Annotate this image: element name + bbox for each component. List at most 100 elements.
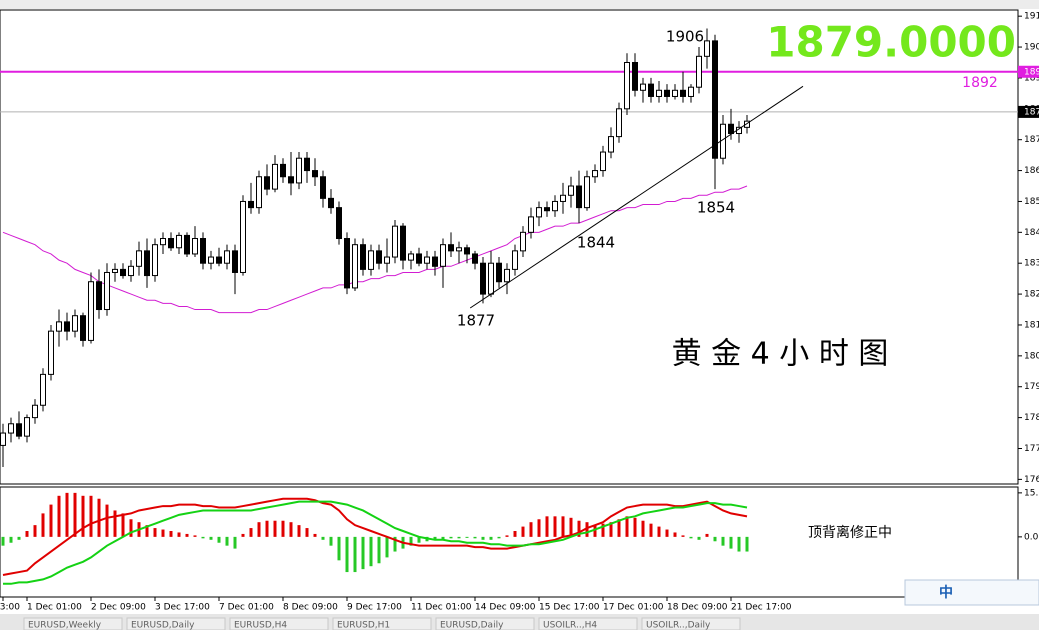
candle-body: [688, 86, 694, 97]
x-tick-label: 2 Dec 09:00: [91, 603, 146, 613]
histogram-bar: [41, 513, 45, 537]
candle-body: [584, 176, 590, 209]
tab: [641, 617, 741, 630]
candle-body: [120, 268, 126, 277]
histogram-bar: [345, 536, 349, 573]
histogram-bar: [297, 525, 301, 537]
candle-body: [64, 321, 70, 332]
candle-body: [16, 423, 22, 437]
histogram-bar: [49, 504, 53, 537]
histogram-bar: [409, 536, 413, 546]
x-tick-label: 1 Dec 01:00: [27, 603, 82, 613]
histogram-bar: [465, 536, 469, 538]
candle-body: [496, 262, 502, 283]
candle-body: [456, 247, 462, 252]
histogram-bar: [25, 531, 29, 537]
candle-body: [184, 234, 190, 255]
histogram-bar: [449, 536, 453, 539]
candle-body: [280, 163, 286, 178]
histogram-bar: [265, 520, 269, 537]
histogram-bar: [545, 516, 549, 537]
candle-body: [400, 225, 406, 261]
histogram-bar: [217, 536, 221, 543]
tab-label: EURUSD,Weekly: [28, 621, 102, 630]
histogram-bar: [313, 533, 317, 537]
candle-body: [368, 250, 374, 270]
histogram-bar: [201, 536, 205, 539]
candle-body: [160, 238, 166, 246]
histogram-bar: [105, 504, 109, 537]
histogram-bar: [33, 525, 37, 537]
candle-body: [8, 423, 14, 434]
histogram-bar: [169, 531, 173, 537]
histogram-bar: [441, 536, 445, 540]
main-frame: [0, 9, 1019, 485]
candle-body: [40, 373, 46, 406]
candle-body: [352, 244, 358, 289]
candle-body: [328, 197, 334, 209]
histogram-bar: [385, 536, 389, 558]
tab-label: USOILR..,Daily: [646, 621, 711, 630]
x-tick-label: 13:00: [0, 603, 20, 613]
candle-body: [600, 151, 606, 172]
histogram-bar: [1, 536, 5, 546]
candle-body: [712, 40, 718, 159]
candle-body: [96, 281, 102, 311]
histogram-bar: [473, 536, 477, 539]
histogram-bar: [553, 516, 557, 537]
x-tick-label: 9 Dec 17:00: [347, 603, 402, 613]
histogram-bar: [113, 510, 117, 537]
histogram-bar: [513, 531, 517, 537]
histogram-bar: [289, 522, 293, 537]
histogram-bar: [305, 528, 309, 537]
y-tick-label: 1790.00: [1024, 382, 1039, 392]
tab: [126, 617, 226, 630]
annotation: 1906: [666, 28, 704, 46]
candle-body: [296, 157, 302, 184]
macd-line: [2, 497, 748, 576]
candle-body: [424, 256, 430, 264]
tab: [332, 617, 432, 630]
histogram-bar: [721, 536, 725, 546]
histogram-bar: [97, 498, 101, 537]
candle-body: [304, 157, 310, 172]
tab-label: EURUSD,H1: [337, 621, 390, 630]
candle-body: [208, 256, 214, 264]
candle-body: [608, 136, 614, 153]
candle-body: [384, 256, 390, 264]
y-tick-label: 1860.00: [1024, 166, 1039, 176]
tab: [23, 617, 123, 630]
level-box: [1018, 65, 1039, 78]
candle-body: [528, 216, 534, 233]
candle-body: [664, 89, 670, 97]
histogram-bar: [281, 520, 285, 537]
x-tick-label: 7 Dec 01:00: [219, 603, 274, 613]
candle-body: [656, 89, 662, 97]
histogram-bar: [601, 523, 605, 537]
histogram-bar: [569, 517, 573, 537]
histogram-bar: [393, 536, 397, 552]
histogram-bar: [65, 492, 69, 537]
y-tick-label: 1910.00: [1024, 12, 1039, 22]
macd-line: [3, 500, 748, 585]
candle-body: [200, 238, 206, 264]
y-tick-label: 1810.00: [1024, 320, 1039, 330]
histogram-bar: [193, 535, 197, 537]
histogram-bar: [649, 523, 653, 537]
candle-body: [48, 330, 54, 375]
histogram-bar: [361, 536, 365, 570]
candle-body: [224, 250, 230, 264]
histogram-bar: [689, 536, 693, 539]
histogram-bar: [705, 533, 709, 537]
histogram-bar: [641, 520, 645, 537]
tab-label: EURUSD,H4: [234, 621, 287, 630]
histogram-bar: [249, 528, 253, 537]
candle-body: [536, 207, 542, 218]
y-tick-label: 1780.00: [1024, 413, 1039, 423]
candle-body: [240, 200, 246, 273]
trendline: [469, 85, 804, 309]
candle-body: [216, 256, 222, 264]
histogram-bar: [241, 533, 245, 537]
